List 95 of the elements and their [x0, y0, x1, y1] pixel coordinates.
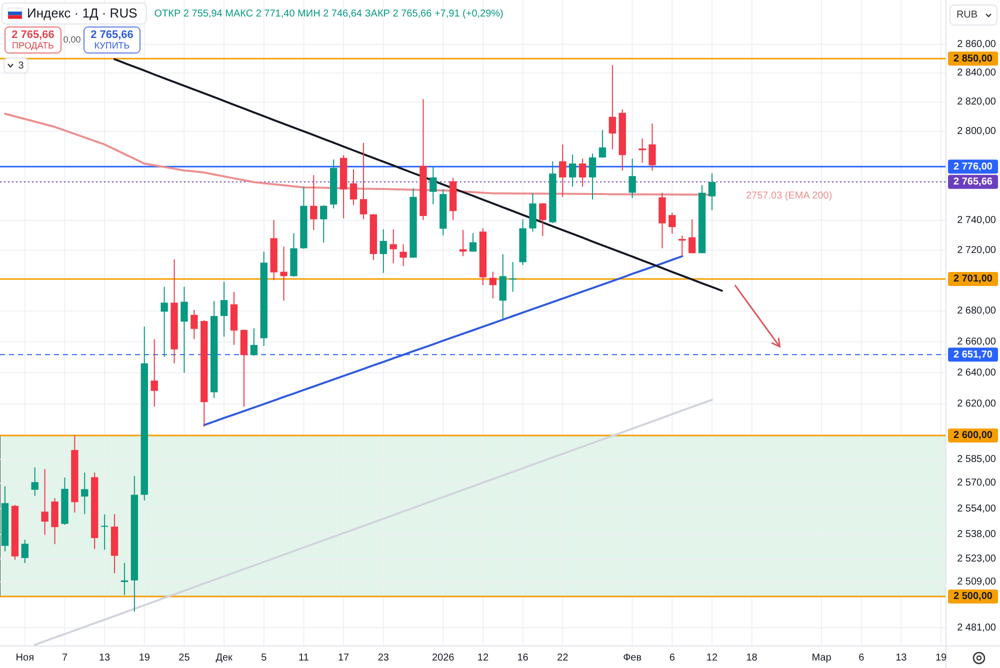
- text: RUB: [956, 10, 978, 21]
- ref-line-label: 2 651,70: [954, 349, 993, 360]
- x-tick-label: Мар: [812, 652, 832, 664]
- candlestick: [628, 158, 636, 199]
- x-tick-label: 18: [746, 652, 758, 664]
- y-tick-label: 2 554,00: [957, 503, 996, 514]
- candlestick: [608, 64, 616, 150]
- y-tick-label: 2 620,00: [957, 398, 996, 410]
- ref-line-label: 2 600,00: [954, 430, 993, 442]
- y-tick-label: 2 509,00: [957, 576, 996, 588]
- candlestick: [588, 152, 596, 200]
- y-tick-label: 2 820,00: [957, 96, 996, 108]
- candlestick: [390, 228, 397, 264]
- x-tick-label: 22: [557, 652, 569, 664]
- candlestick: [578, 158, 586, 188]
- ref-line-label: 2 765,66: [954, 176, 993, 188]
- y-tick-label: 2 570,00: [957, 478, 996, 489]
- y-tick-label: 2 481,00: [957, 622, 996, 634]
- ref-line-label: 2 850,00: [954, 53, 993, 64]
- x-tick-label: Фев: [623, 652, 642, 664]
- x-tick-label: 25: [178, 652, 190, 664]
- ref-line-label: 2 500,00: [954, 591, 993, 602]
- candlestick: [31, 466, 38, 496]
- candlestick: [598, 130, 606, 158]
- x-tick-label: 19: [935, 652, 948, 664]
- annotation: 2 765,66: [90, 28, 134, 41]
- annotation: ПРОДАТЬ: [12, 40, 54, 50]
- x-tick-label: Ноя: [16, 652, 34, 664]
- text: ОТКР 2 755,94 МАКС 2 771,40 МИН 2 746,64 ЗАКР 2 765,66 +7,91 (+0,29%): [154, 8, 504, 20]
- line-series: [203, 255, 684, 426]
- candlestick: [459, 229, 467, 257]
- candlestick: [190, 310, 198, 340]
- ref-line-label: 2 776,00: [954, 161, 993, 172]
- annotation: 3: [18, 60, 24, 72]
- candlestick: [350, 168, 358, 206]
- candlestick: [708, 172, 716, 211]
- x-tick-label: 16: [517, 652, 529, 664]
- candlestick: [81, 472, 88, 515]
- y-tick-label: 2 840,00: [957, 68, 996, 79]
- y-tick-label: 2 680,00: [957, 306, 996, 317]
- y-tick-label: 2 660,00: [957, 336, 996, 348]
- y-tick-label: 2 585,00: [957, 454, 996, 465]
- line-series: [114, 58, 723, 292]
- x-tick-label: 2026: [432, 652, 455, 664]
- y-tick-label: 2 523,00: [957, 554, 996, 564]
- y-tick-label: 2 640,00: [957, 367, 996, 378]
- y-tick-label: 2 860,00: [957, 38, 996, 50]
- annotation: 0,00: [63, 34, 81, 44]
- annotation: 2 765,66: [12, 28, 54, 41]
- chart-title: Индекс · 1Д · RUS: [27, 5, 138, 20]
- line-series: [34, 398, 713, 646]
- x-tick-label: 6: [669, 652, 676, 664]
- candlestick: [100, 514, 108, 550]
- x-tick-label: 13: [896, 652, 908, 664]
- x-tick-label: 5: [261, 652, 268, 664]
- y-tick-label: 2 720,00: [957, 244, 996, 256]
- candlestick: [430, 166, 437, 205]
- x-tick-label: 12: [706, 652, 718, 664]
- candlestick: [688, 218, 696, 254]
- candlestick: [160, 286, 168, 358]
- candlestick: [668, 212, 676, 234]
- candlestick: [41, 468, 48, 536]
- x-tick-label: 13: [98, 652, 111, 664]
- candlestick: [489, 271, 496, 299]
- candlestick: [21, 539, 28, 564]
- candlestick: [648, 123, 656, 172]
- x-tick-label: 17: [338, 652, 350, 664]
- candlestick: [320, 204, 328, 244]
- candlestick: [559, 144, 566, 198]
- x-tick-label: 19: [138, 652, 150, 664]
- annotation: КУПИТЬ: [94, 40, 130, 50]
- x-tick-label: Дек: [216, 652, 234, 664]
- candlestick: [310, 174, 318, 230]
- ref-line-label: 2 701,00: [954, 274, 993, 285]
- x-tick-label: 7: [62, 652, 68, 664]
- x-tick-label: 23: [378, 652, 390, 664]
- candlestick: [380, 228, 387, 274]
- y-tick-label: 2 740,00: [957, 214, 996, 226]
- x-tick-label: 11: [298, 652, 310, 664]
- candlestick: [220, 281, 228, 338]
- candlestick: [150, 338, 158, 408]
- candlestick: [400, 244, 407, 267]
- y-tick-label: 2 800,00: [957, 126, 996, 137]
- candlestick: [539, 202, 546, 237]
- candlestick: [568, 154, 576, 188]
- candlestick: [250, 328, 258, 356]
- annotation: 2757.03 (EMA 200): [746, 190, 832, 202]
- candlestick: [360, 142, 368, 220]
- candlestick: [280, 246, 288, 302]
- candlestick: [509, 262, 516, 292]
- y-tick-label: 2 538,00: [957, 529, 996, 540]
- x-tick-label: 6: [858, 652, 865, 664]
- candlestick: [469, 232, 477, 252]
- candlestick: [180, 286, 188, 374]
- x-tick-label: 12: [477, 652, 489, 664]
